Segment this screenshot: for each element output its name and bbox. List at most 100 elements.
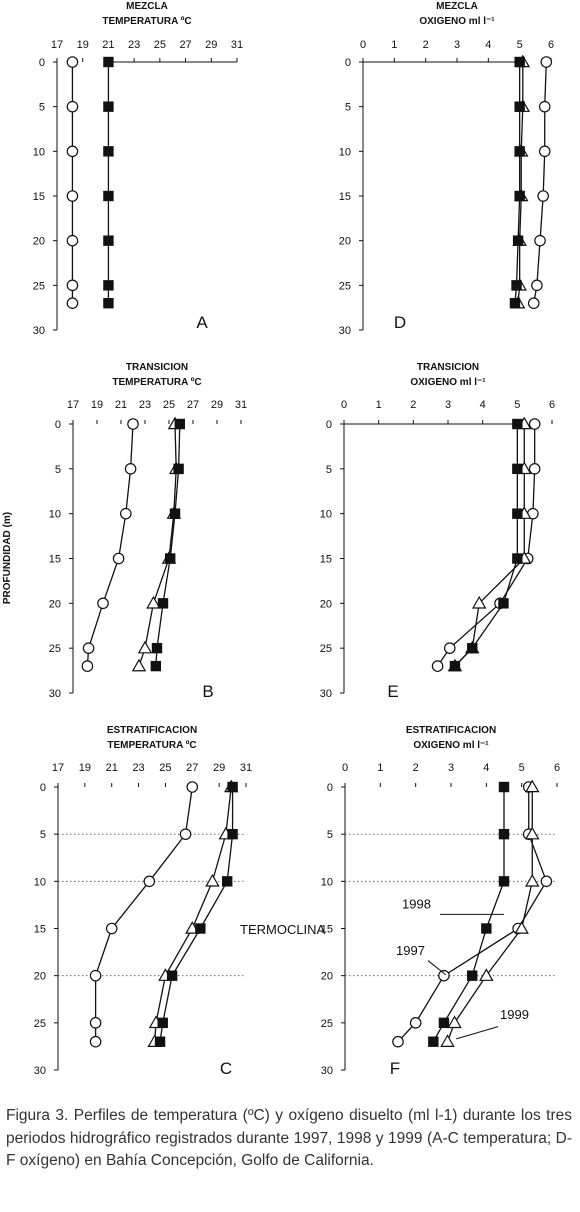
panel-f-xtick-label: 5: [519, 762, 525, 774]
panel-a-xtick-label: 29: [205, 39, 217, 51]
panel-d-circle-point: [527, 297, 540, 309]
panel-b-circle-point: [81, 660, 94, 672]
panel-c-xtick-label: 29: [213, 762, 225, 774]
panel-e-triangle-point: [471, 595, 487, 609]
panel-a-square-point: [103, 56, 114, 68]
panel-f-circle-point: [438, 969, 450, 982]
panel-c-xtick-label: 27: [186, 762, 198, 774]
panel-d-title-1: MEZCLA: [436, 1, 478, 12]
panel-a-ytick-label: 25: [33, 280, 45, 292]
panel-b-square-point: [174, 418, 185, 430]
panel-e-xtick-label: 3: [445, 399, 451, 411]
panel-d-xtick-label: 3: [454, 39, 460, 51]
panel-e-square-point: [467, 642, 478, 654]
panel-a-letter: A: [196, 313, 208, 332]
panel-d-ytick-label: 20: [339, 236, 351, 248]
panel-b-series-circle-line: [86, 423, 134, 667]
panel-e-square-point: [498, 598, 509, 609]
panel-f-leader-1997: [427, 960, 447, 976]
panel-a-square-point: [103, 235, 114, 246]
panel-f-title-2: OXIGENO ml l⁻¹: [413, 740, 489, 751]
panel-f-triangle-point: [525, 779, 540, 793]
panel-d-ytick-label: 0: [345, 57, 351, 69]
panel-f-square-point: [481, 923, 492, 934]
panel-c-title-1: ESTRATIFICACION: [107, 725, 197, 736]
panel-c-annotation: TERMOCLINA: [240, 922, 326, 937]
panel-c-title-2: TEMPERATURA ºC: [107, 740, 196, 751]
panel-e-ytick-label: 30: [320, 688, 332, 700]
panel-f-square-point: [498, 876, 510, 887]
panel-b-ytick-label: 30: [49, 688, 61, 700]
panel-e-xtick-label: 2: [410, 399, 416, 411]
panel-c-xtick-label: 17: [52, 762, 64, 774]
panel-c-ytick-label: 30: [34, 1065, 46, 1077]
panel-d-square-point: [514, 190, 525, 202]
panel-c-xtick-label: 25: [159, 762, 171, 774]
panel-f-xtick-label: 3: [448, 762, 454, 774]
panel-c-circle-point: [105, 922, 118, 935]
panel-b-circle-point: [112, 552, 125, 565]
panel-c-xtick-label: 21: [106, 762, 118, 774]
panel-e-circle-point: [528, 463, 541, 475]
panel-d-square-point: [512, 235, 524, 246]
figure-panels: PROFUNDIDAD (m) MEZCLA TEMPERATURA ºC 17 19…: [2, 1, 560, 1078]
panel-d-xtick-label: 4: [485, 39, 491, 51]
panel-d-circle-point: [538, 100, 551, 113]
panel-b-ytick-label: 20: [49, 598, 61, 610]
panel-f-title-1: ESTRATIFICACION: [406, 725, 496, 736]
panel-f-square-point: [467, 970, 478, 981]
panel-a-ytick-label: 15: [33, 191, 45, 203]
panel-b-square-point: [169, 508, 181, 519]
panel-a-ytick-label: 30: [33, 325, 45, 337]
panel-f-ytick-label: 10: [321, 876, 333, 888]
panel-d-ytick-label: 30: [339, 325, 351, 337]
panel-b-xtick-label: 25: [163, 399, 175, 411]
panel-a-ytick-label: 5: [39, 102, 45, 114]
panel-e-title-1: TRANSICION: [417, 362, 479, 373]
panel-d-letter: D: [394, 313, 406, 332]
panel-e-series-square-line: [454, 424, 518, 667]
panel-a-ytick-label: 20: [33, 236, 45, 248]
panel-f-triangle-point: [447, 1015, 462, 1029]
panel-d-square-point: [511, 280, 522, 291]
panel-f-square-point: [438, 1017, 450, 1029]
y-axis-label: PROFUNDIDAD (m): [2, 512, 13, 604]
panel-e-circle-point: [431, 660, 444, 672]
panel-b-xtick-label: 21: [115, 399, 127, 411]
panel-a-ytick-label: 10: [33, 146, 45, 158]
panel-e-xtick-label: 4: [480, 399, 486, 411]
panel-d-xtick-label: 0: [360, 39, 366, 51]
panel-c-xtick-label: 19: [79, 762, 91, 774]
panel-d-xtick-label: 2: [423, 39, 429, 51]
panel-d-circle-point: [534, 234, 546, 247]
panel-d-ytick-label: 5: [345, 102, 351, 114]
panel-b-xtick-label: 31: [235, 399, 247, 411]
panel-a-title-2: TEMPERATURA ºC: [102, 16, 191, 27]
panel-b-xtick-label: 23: [139, 399, 151, 411]
panel-d-xtick-label: 1: [391, 39, 397, 51]
panel-f-ytick-label: 20: [321, 971, 333, 983]
panel-c-ytick-label: 10: [34, 876, 46, 888]
panel-d-ytick-label: 15: [339, 191, 351, 203]
panel-f-label-1998: 1998: [402, 897, 431, 912]
panel-b-circle-point: [124, 463, 137, 475]
panel-f-square-point: [498, 828, 510, 840]
panel-c-ytick-label: 20: [34, 971, 46, 983]
panel-f-xtick-label: 6: [554, 762, 560, 774]
panel-a-circle-point: [66, 234, 79, 247]
panel-d-square-point: [514, 146, 525, 157]
panel-d-series-circle-line: [533, 61, 547, 304]
panel-b-triangle-point: [146, 595, 161, 609]
panel-f-xtick-label: 1: [377, 762, 383, 774]
panel-e-square-point: [449, 660, 461, 672]
panel-f-triangle-point: [440, 1034, 455, 1047]
panel-e-xtick-label: 6: [549, 399, 555, 411]
panel-b-title-1: TRANSICION: [126, 362, 188, 373]
panel-a-circle-point: [66, 100, 79, 113]
panel-b-ytick-label: 25: [49, 643, 61, 655]
panel-b-square-point: [173, 463, 184, 475]
panel-d-ytick-label: 10: [339, 146, 351, 158]
panel-e-square-point: [512, 553, 523, 564]
panel-a-xtick-label: 25: [154, 39, 166, 51]
panel-e-ytick-label: 5: [326, 464, 332, 476]
